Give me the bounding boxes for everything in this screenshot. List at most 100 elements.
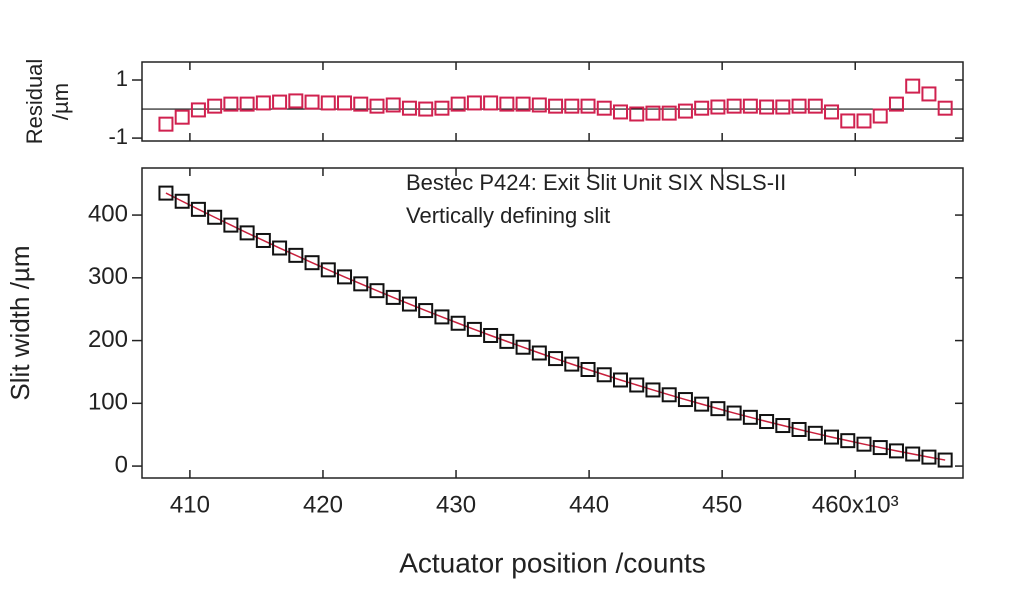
marker [791,98,807,114]
marker [856,436,872,452]
marker [937,452,953,468]
marker [905,78,921,94]
marker [856,113,872,129]
marker [905,446,921,462]
marker [369,98,385,114]
marker [726,405,742,421]
marker [483,327,499,343]
x-tick-label: 440 [569,491,609,518]
marker [807,425,823,441]
y-tick-label: 0 [115,451,128,478]
marker [548,98,564,114]
marker [174,193,190,209]
marker [888,443,904,459]
marker [564,98,580,114]
marker [645,382,661,398]
marker [677,392,693,408]
marker [564,356,580,372]
marker [775,418,791,434]
marker [612,372,628,388]
marker [661,105,677,121]
marker [288,247,304,263]
marker [742,98,758,114]
annotation: Bestec P424: Exit Slit Unit SIX NSLS-II [406,170,786,195]
marker [434,309,450,325]
marker [207,209,223,225]
marker [385,289,401,305]
marker [450,96,466,112]
marker [239,225,255,241]
y-tick-label: -1 [108,124,128,149]
marker [840,113,856,129]
marker [824,104,840,120]
x-tick-label: 450 [702,491,742,518]
fit-line [165,192,946,461]
x-axis-label: Actuator position /counts [399,547,706,578]
marker [661,387,677,403]
marker [320,262,336,278]
marker [645,105,661,121]
marker [759,99,775,115]
marker [694,100,710,116]
marker [320,95,336,111]
marker [190,102,206,118]
marker [710,401,726,417]
marker [304,255,320,271]
marker [921,449,937,465]
y-tick-label: 400 [88,200,128,227]
y-axis-label: Residual [22,59,47,145]
marker [353,96,369,112]
marker [596,100,612,116]
marker [272,94,288,110]
marker [158,116,174,132]
marker [434,100,450,116]
marker [499,96,515,112]
y-tick-label: 300 [88,263,128,290]
marker [937,100,953,116]
marker [239,96,255,112]
marker [385,97,401,113]
marker [824,429,840,445]
marker [255,95,271,111]
marker [726,98,742,114]
marker [174,109,190,125]
marker [353,276,369,292]
marker [694,396,710,412]
plot-frame [141,167,964,479]
y-tick-label: 1 [116,66,128,91]
x-tick-label: 420 [303,491,343,518]
marker [190,201,206,217]
marker [612,104,628,120]
marker [401,296,417,312]
marker [223,96,239,112]
marker [466,95,482,111]
marker [629,106,645,122]
marker [483,95,499,111]
marker [921,86,937,102]
marker [369,283,385,299]
x-tick-label: 460x10³ [812,491,899,518]
marker [207,98,223,114]
marker [515,96,531,112]
marker [742,409,758,425]
marker [710,99,726,115]
marker [499,333,515,349]
marker [888,96,904,112]
marker [775,99,791,115]
marker [337,269,353,285]
y-axis-label: Slit width /µm [5,245,35,400]
marker [629,377,645,393]
marker [548,351,564,367]
marker [466,321,482,337]
marker [450,315,466,331]
marker [807,98,823,114]
marker [840,433,856,449]
marker [418,101,434,117]
marker [418,303,434,319]
y-tick-label: 200 [88,326,128,353]
x-tick-label: 410 [170,491,210,518]
marker [288,93,304,109]
y-tick-label: 100 [88,389,128,416]
marker [580,362,596,377]
